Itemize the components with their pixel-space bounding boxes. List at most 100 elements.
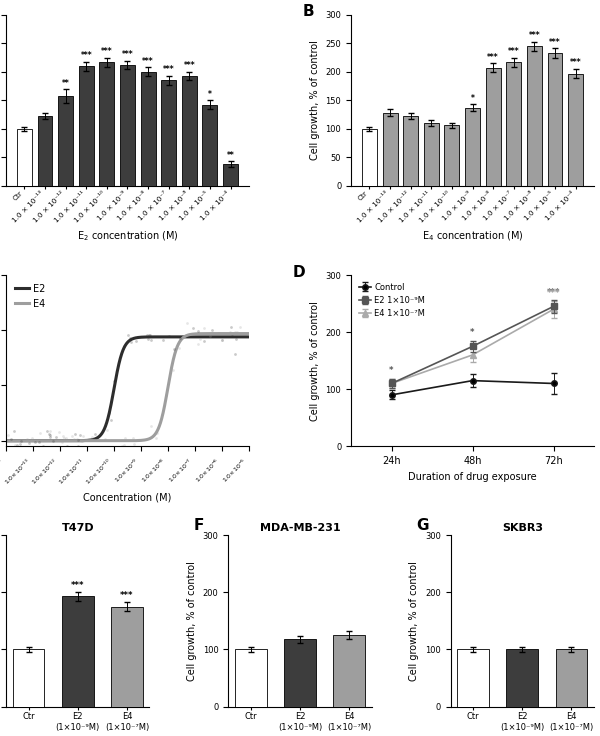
- Point: [199, 336, 209, 347]
- Point: [164, 330, 173, 342]
- Point: [70, 428, 80, 440]
- Point: [143, 333, 153, 345]
- Point: [28, 432, 37, 444]
- Point: [146, 334, 156, 346]
- Bar: [223, 164, 238, 186]
- Point: [49, 435, 58, 447]
- Point: [217, 334, 227, 346]
- Text: ***: ***: [120, 591, 134, 600]
- Text: ***: ***: [547, 289, 560, 297]
- Point: [12, 439, 22, 451]
- Bar: [13, 649, 44, 707]
- Point: [235, 322, 245, 333]
- Point: [217, 334, 227, 346]
- Text: B: B: [302, 4, 314, 19]
- Point: [227, 330, 236, 342]
- Point: [38, 439, 48, 451]
- Text: ***: ***: [101, 47, 113, 56]
- Point: [10, 425, 19, 437]
- Bar: [362, 129, 377, 186]
- Point: [30, 436, 40, 448]
- Point: [52, 431, 61, 442]
- Legend: E2, E4: E2, E4: [11, 280, 49, 313]
- Point: [206, 330, 215, 342]
- E4: [192, 330, 199, 339]
- Point: [45, 431, 55, 443]
- Point: [168, 364, 178, 375]
- Text: *: *: [389, 367, 394, 375]
- Legend: Control, E2 1×10⁻⁹M, E4 1×10⁻⁷M: Control, E2 1×10⁻⁹M, E4 1×10⁻⁷M: [355, 279, 428, 321]
- Point: [232, 326, 242, 338]
- X-axis label: E$_2$ concentration (M): E$_2$ concentration (M): [77, 229, 178, 243]
- Point: [119, 340, 128, 352]
- Point: [124, 443, 134, 455]
- E4: [196, 329, 203, 338]
- Point: [144, 329, 154, 341]
- Point: [29, 445, 39, 457]
- Point: [193, 325, 203, 337]
- Point: [122, 443, 132, 455]
- Bar: [424, 123, 439, 186]
- Point: [73, 440, 83, 452]
- Point: [15, 438, 25, 450]
- Point: [82, 434, 91, 445]
- Bar: [485, 68, 500, 186]
- Text: ***: ***: [80, 51, 92, 60]
- Bar: [111, 606, 143, 707]
- Point: [55, 441, 65, 453]
- Point: [230, 348, 240, 360]
- Text: F: F: [194, 518, 204, 533]
- Point: [59, 432, 68, 444]
- Point: [213, 327, 223, 339]
- Point: [62, 440, 72, 452]
- Text: ***: ***: [122, 50, 133, 59]
- Point: [188, 322, 197, 334]
- Bar: [79, 66, 94, 186]
- Point: [146, 420, 155, 431]
- Point: [71, 442, 80, 454]
- Point: [58, 436, 67, 448]
- Point: [75, 428, 85, 440]
- Text: **: **: [62, 79, 70, 88]
- Bar: [58, 96, 73, 186]
- Bar: [235, 649, 267, 707]
- Text: *: *: [470, 93, 475, 102]
- Bar: [140, 72, 155, 186]
- Point: [169, 343, 179, 355]
- Point: [88, 431, 97, 443]
- Bar: [506, 62, 521, 186]
- Point: [23, 433, 32, 445]
- Point: [151, 432, 161, 444]
- Point: [161, 389, 170, 400]
- E2: [196, 333, 203, 342]
- E2: [27, 436, 34, 445]
- Point: [35, 427, 45, 439]
- Point: [125, 333, 134, 344]
- X-axis label: Concentration (M): Concentration (M): [83, 492, 172, 502]
- Bar: [568, 74, 583, 186]
- Point: [42, 425, 52, 436]
- E4: [101, 436, 108, 445]
- Bar: [506, 649, 538, 707]
- Point: [131, 336, 140, 347]
- Point: [6, 433, 16, 445]
- Text: ***: ***: [163, 65, 175, 74]
- E2: [2, 436, 10, 445]
- Point: [110, 375, 119, 387]
- Point: [17, 435, 26, 447]
- Text: ***: ***: [487, 52, 499, 62]
- Point: [69, 433, 79, 445]
- Point: [34, 436, 44, 448]
- Bar: [383, 113, 398, 186]
- Point: [119, 439, 129, 451]
- Bar: [457, 649, 489, 707]
- Y-axis label: Cell growth, % of control: Cell growth, % of control: [409, 561, 419, 681]
- Y-axis label: Cell growth, % of control: Cell growth, % of control: [310, 40, 320, 160]
- Point: [44, 428, 54, 440]
- Line: E4: E4: [6, 333, 249, 441]
- Title: T47D: T47D: [61, 523, 94, 533]
- Point: [200, 322, 209, 334]
- Point: [10, 439, 20, 451]
- Point: [67, 431, 77, 442]
- Point: [174, 342, 184, 354]
